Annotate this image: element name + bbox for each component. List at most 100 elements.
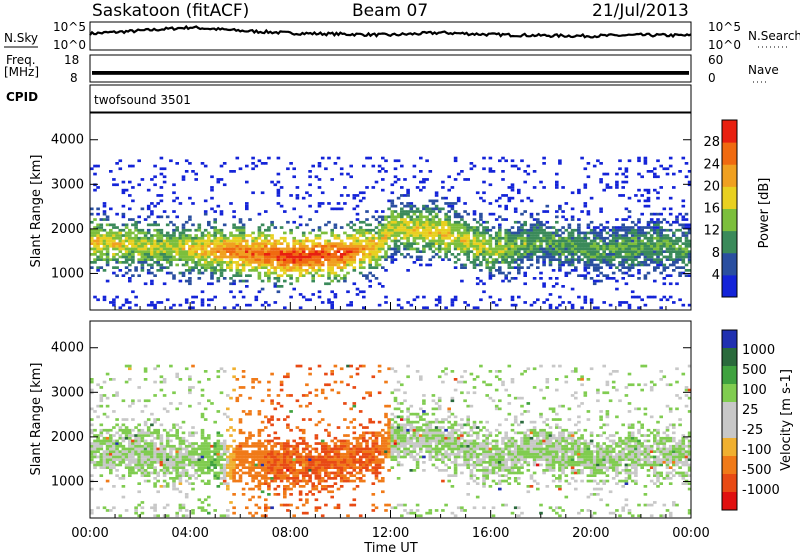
heatmap-cell	[520, 255, 524, 259]
heatmap-cell	[333, 293, 338, 296]
heatmap-cell	[181, 263, 186, 267]
heatmap-cell	[520, 159, 524, 163]
heatmap-cell	[599, 178, 603, 181]
heatmap-cell	[175, 450, 179, 453]
heatmap-cell	[153, 242, 157, 245]
heatmap-cell	[611, 250, 616, 253]
heatmap-cell	[425, 236, 429, 240]
heatmap-cell	[472, 258, 477, 261]
heatmap-cell	[381, 226, 385, 229]
heatmap-cell	[124, 239, 129, 243]
heatmap-cell	[264, 247, 268, 251]
heatmap-cell	[592, 242, 597, 245]
heatmap-cell	[488, 167, 493, 171]
heatmap-cell	[273, 183, 278, 187]
heatmap-cell	[172, 434, 176, 437]
heatmap-cell	[112, 434, 116, 437]
heatmap-cell	[121, 244, 126, 248]
heatmap-cell	[146, 455, 151, 459]
heatmap-cell	[504, 239, 508, 243]
heatmap-cell	[99, 236, 104, 240]
heatmap-cell	[346, 434, 350, 437]
heatmap-cell	[349, 226, 353, 229]
heatmap-cell	[251, 258, 255, 261]
heatmap-cell	[384, 223, 388, 227]
heatmap-cell	[564, 244, 569, 248]
heatmap-cell	[336, 242, 341, 245]
heatmap-cell	[542, 186, 546, 189]
heatmap-cell	[627, 253, 632, 256]
heatmap-cell	[150, 236, 154, 240]
heatmap-cell	[472, 210, 477, 213]
heatmap-cell	[447, 258, 451, 261]
heatmap-cell	[352, 196, 357, 200]
heatmap-cell	[181, 250, 186, 253]
heatmap-cell	[109, 207, 113, 211]
heatmap-cell	[267, 477, 271, 480]
heatmap-cell	[229, 458, 233, 461]
heatmap-cell	[355, 244, 360, 248]
heatmap-cell	[197, 269, 202, 272]
heatmap-cell	[596, 258, 600, 261]
heatmap-cell	[649, 244, 654, 248]
heatmap-cell	[428, 220, 433, 224]
heatmap-cell	[229, 418, 233, 421]
heatmap-cell	[137, 434, 141, 437]
heatmap-cell	[207, 434, 211, 437]
heatmap-cell	[542, 261, 546, 264]
heatmap-cell	[390, 258, 395, 261]
freq-label-line2: [MHz]	[4, 65, 39, 79]
heatmap-cell	[336, 447, 341, 451]
heatmap-cell	[456, 236, 461, 240]
heatmap-cell	[165, 442, 170, 445]
heatmap-cell	[317, 466, 322, 469]
heatmap-cell	[649, 242, 654, 245]
heatmap-cell	[200, 471, 205, 475]
heatmap-cell	[162, 239, 167, 243]
heatmap-cell	[219, 263, 224, 267]
heatmap-cell	[504, 255, 508, 259]
heatmap-cell	[210, 269, 214, 272]
heatmap-cell	[333, 380, 338, 384]
heatmap-cell	[159, 167, 164, 171]
heatmap-cell	[431, 226, 436, 229]
heatmap-cell	[393, 210, 398, 213]
heatmap-cell	[128, 428, 132, 432]
heatmap-cell	[539, 228, 543, 232]
heatmap-cell	[684, 250, 689, 253]
heatmap-cell	[393, 242, 398, 245]
heatmap-cell	[324, 463, 328, 467]
heatmap-cell	[241, 455, 246, 459]
heatmap-cell	[415, 242, 420, 245]
heatmap-cell	[156, 247, 160, 251]
heatmap-cell	[343, 202, 347, 205]
noise-tick-right-top: 10^5	[708, 20, 741, 34]
heatmap-cell	[143, 399, 148, 403]
heatmap-cell	[286, 258, 290, 261]
heatmap-cell	[308, 466, 312, 469]
heatmap-cell	[336, 247, 341, 251]
heatmap-cell	[241, 255, 246, 259]
heatmap-cell	[637, 242, 641, 245]
heatmap-cell	[548, 258, 553, 261]
heatmap-cell	[273, 442, 278, 445]
heatmap-cell	[203, 498, 208, 502]
heatmap-cell	[181, 458, 186, 461]
heatmap-cell	[463, 253, 467, 256]
heatmap-cell	[181, 452, 186, 456]
heatmap-cell	[320, 461, 325, 464]
heatmap-cell	[121, 274, 126, 277]
heatmap-cell	[377, 223, 382, 227]
heatmap-cell	[207, 461, 211, 464]
heatmap-cell	[577, 188, 581, 192]
heatmap-cell	[441, 239, 445, 243]
heatmap-cell	[583, 204, 588, 208]
heatmap-cell	[339, 194, 344, 197]
heatmap-cell	[286, 375, 290, 379]
heatmap-cell	[301, 394, 306, 397]
heatmap-cell	[191, 266, 195, 269]
heatmap-cell	[229, 244, 233, 248]
heatmap-cell	[317, 420, 322, 424]
heatmap-cell	[105, 263, 110, 267]
heatmap-cell	[251, 463, 255, 467]
